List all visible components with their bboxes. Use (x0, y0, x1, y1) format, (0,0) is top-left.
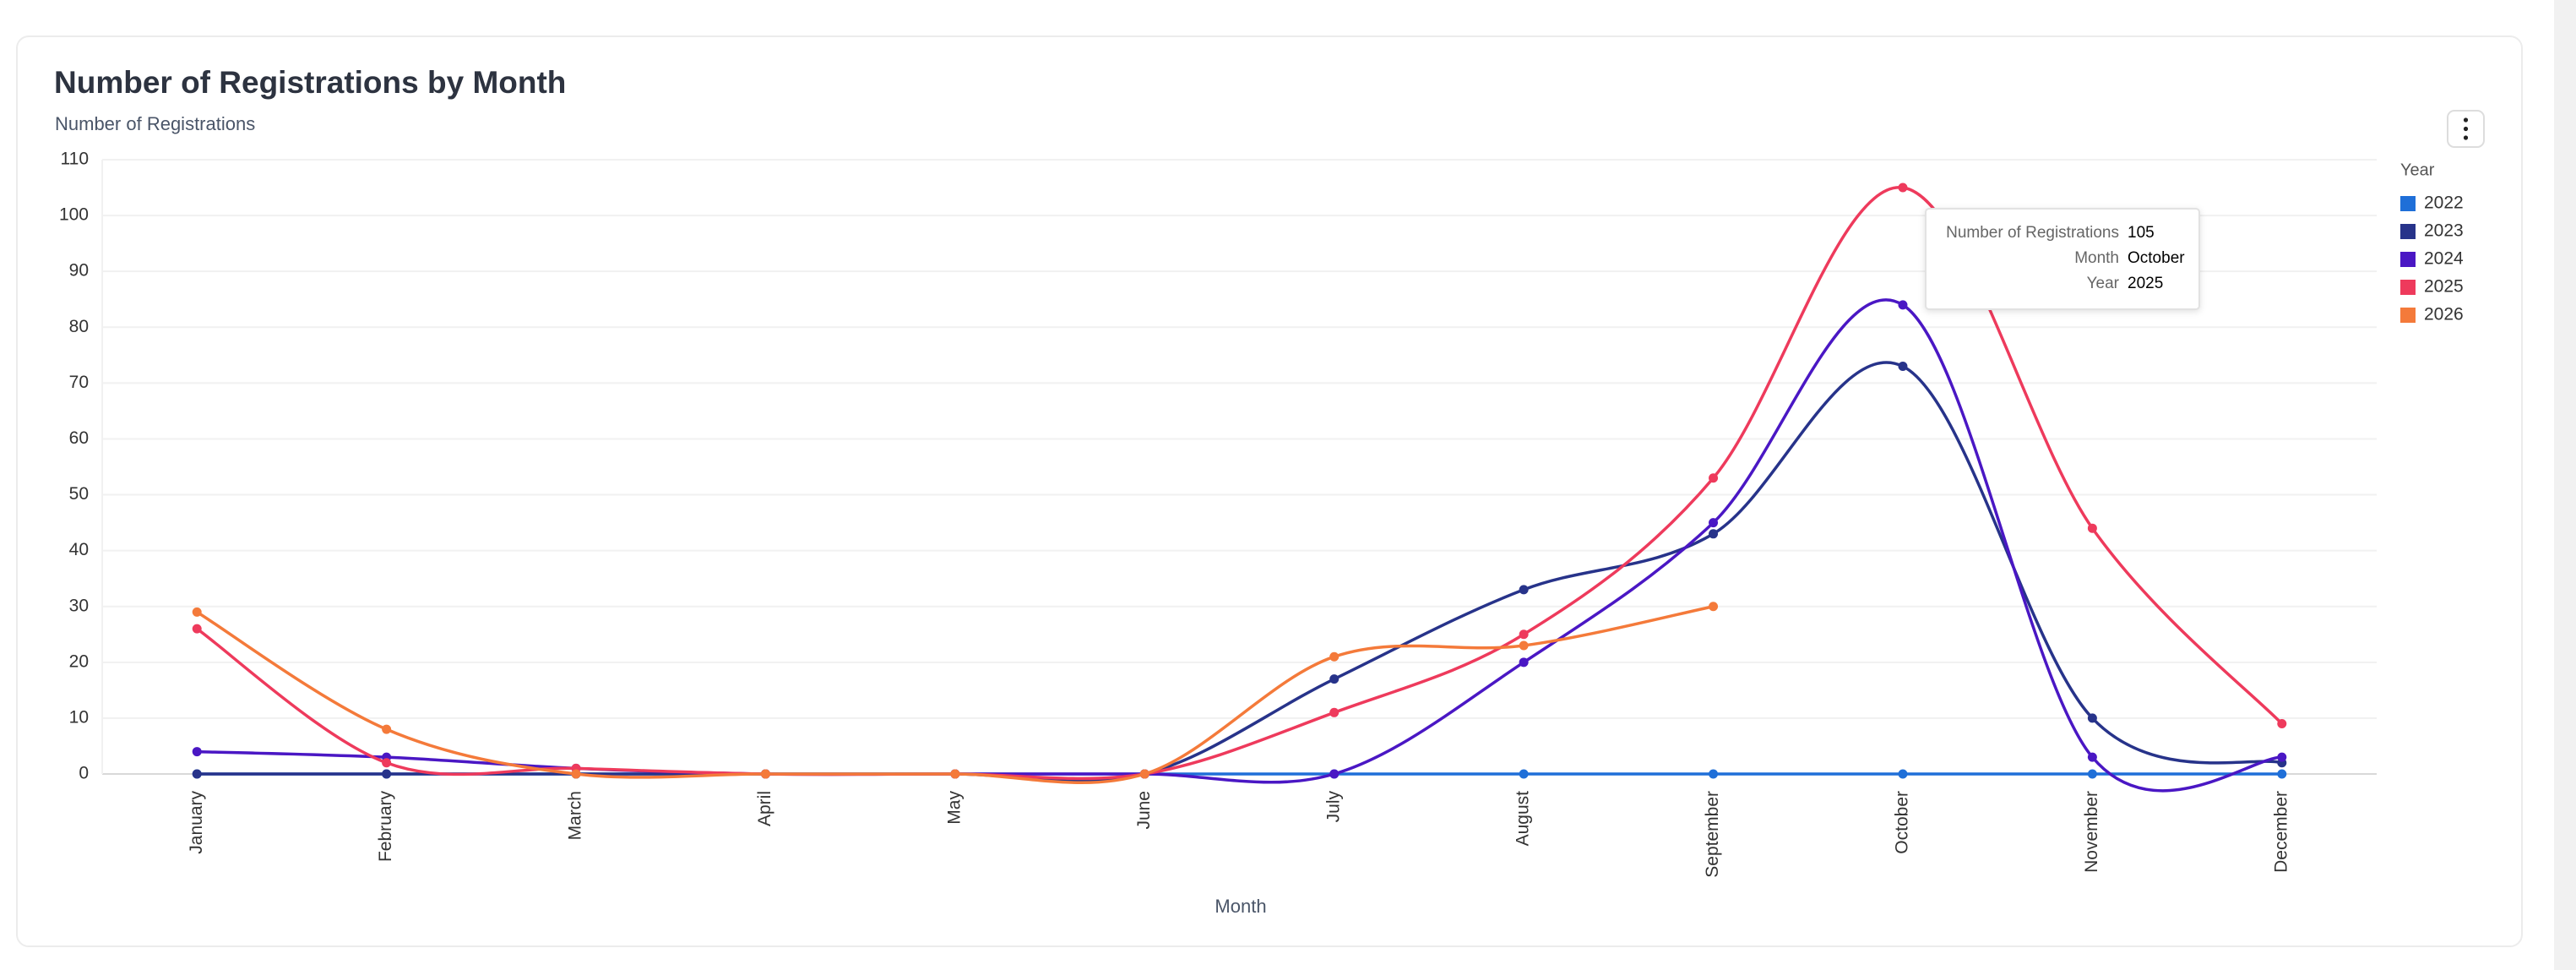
x-tick-label: April (755, 791, 774, 826)
data-point (1709, 529, 1719, 539)
data-point (1329, 769, 1340, 779)
y-tick-label: 0 (79, 764, 89, 783)
tooltip-box (1925, 208, 2200, 310)
x-tick-label: November (2082, 791, 2101, 873)
legend-swatch (2400, 224, 2416, 239)
menu-dot (2463, 117, 2469, 123)
legend-swatch (2400, 308, 2416, 323)
data-point (382, 769, 392, 779)
y-tick-label: 100 (59, 205, 89, 225)
legend-label: 2023 (2424, 221, 2464, 241)
data-point (192, 624, 202, 634)
y-tick-label: 40 (69, 540, 89, 559)
x-tick-label: March (566, 791, 585, 840)
x-tick-label: December (2271, 791, 2291, 873)
data-point (192, 607, 202, 617)
data-point (1519, 657, 1529, 668)
x-tick-label: May (944, 791, 964, 825)
menu-button[interactable] (2447, 110, 2485, 148)
tooltip-label: Number of Registrations (1946, 224, 2119, 242)
data-point (1329, 707, 1340, 717)
data-point (1709, 602, 1719, 612)
tooltip-label: Year (2087, 275, 2120, 292)
legend-swatch (2400, 196, 2416, 211)
data-point (2087, 769, 2097, 779)
data-point (1519, 629, 1529, 640)
data-point (1329, 651, 1340, 662)
y-tick-label: 110 (61, 150, 89, 169)
data-point (1329, 674, 1340, 684)
data-point (1709, 518, 1719, 528)
data-point (192, 747, 202, 757)
legend-swatch (2400, 252, 2416, 267)
data-point (1709, 473, 1719, 483)
y-tick-label: 10 (69, 707, 89, 727)
data-point (382, 758, 392, 768)
data-point (1139, 769, 1149, 779)
plot: 0 10 20 30 40 50 60 70 80 90 100 110 January February… (59, 150, 2377, 878)
legend-label: 2026 (2424, 305, 2464, 324)
y-tick-label: 50 (69, 484, 89, 504)
y-tick-label: 90 (69, 261, 89, 281)
data-point (1898, 183, 1908, 193)
data-point (1519, 640, 1529, 651)
y-tick-label: 60 (69, 428, 89, 448)
tooltip: Number of Registrations 105 Month October Ye… (1925, 208, 2200, 310)
y-tick-label: 70 (69, 373, 89, 392)
data-point (382, 724, 392, 734)
legend-title: Year (2400, 161, 2435, 179)
legend-swatch (2400, 280, 2416, 295)
y-axis-title: Number of Registrations (55, 113, 255, 134)
data-point (1709, 769, 1719, 779)
tooltip-label: Month (2074, 249, 2119, 267)
x-tick-label: October (1893, 791, 1912, 854)
legend-label: 2022 (2424, 193, 2464, 213)
x-tick-label: August (1514, 791, 1533, 847)
chart-title: Number of Registrations by Month (54, 65, 566, 100)
menu-dot (2463, 135, 2469, 140)
legend: 2022 2023 2024 2025 2026 (2400, 193, 2464, 324)
data-point (2277, 752, 2287, 762)
data-point (2087, 523, 2097, 533)
data-point (1898, 362, 1908, 372)
data-point (571, 769, 581, 779)
data-point (1898, 300, 1908, 310)
legend-label: 2025 (2424, 277, 2464, 297)
menu-dot (2463, 126, 2469, 132)
data-point (1519, 769, 1529, 779)
y-tick-label: 30 (69, 596, 89, 615)
data-point (2277, 769, 2287, 779)
data-point (1519, 585, 1529, 595)
data-point (1898, 769, 1908, 779)
data-point (760, 769, 770, 779)
x-tick-label: January (187, 791, 206, 854)
data-point (2087, 713, 2097, 723)
y-tick-label: 20 (69, 651, 89, 671)
x-axis-title: Month (1215, 896, 1266, 917)
tooltip-value: 105 (2128, 224, 2155, 242)
tooltip-value: 2025 (2128, 275, 2163, 292)
legend-label: 2024 (2424, 249, 2464, 269)
x-tick-label: June (1134, 791, 1154, 830)
data-point (2277, 719, 2287, 729)
data-point (2087, 752, 2097, 762)
data-point (192, 769, 202, 779)
data-point (950, 769, 960, 779)
y-tick-label: 80 (69, 317, 89, 336)
tooltip-value: October (2128, 249, 2185, 267)
x-tick-label: February (376, 791, 395, 863)
scrollbar (2554, 0, 2576, 970)
x-tick-label: September (1703, 791, 1722, 878)
x-tick-label: July (1323, 791, 1343, 823)
